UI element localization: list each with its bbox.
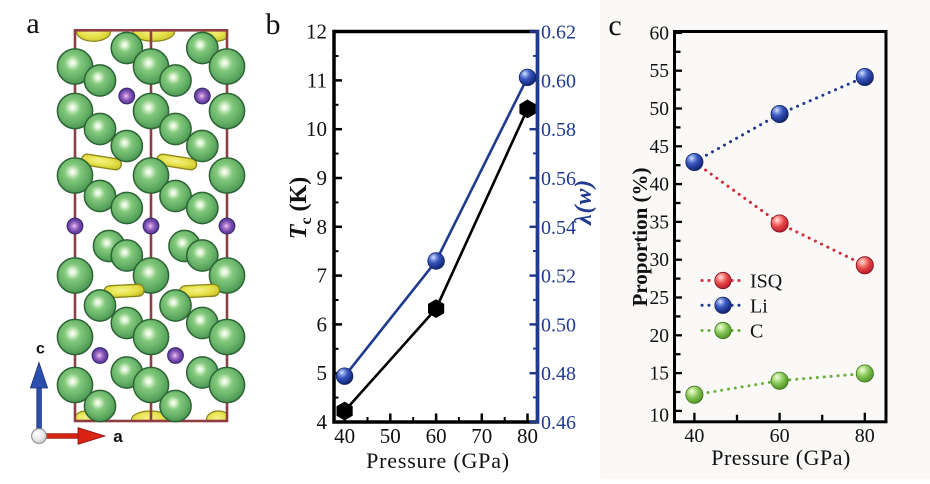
- svg-text:70: 70: [471, 424, 492, 448]
- svg-text:0.46: 0.46: [541, 412, 576, 434]
- svg-text:50: 50: [650, 99, 670, 120]
- svg-text:10: 10: [306, 117, 327, 141]
- svg-text:Proportion (%): Proportion (%): [628, 167, 652, 306]
- svg-text:0.60: 0.60: [541, 70, 576, 92]
- svg-text:0.54: 0.54: [541, 217, 576, 239]
- svg-text:55: 55: [650, 61, 670, 82]
- svg-text:0.50: 0.50: [541, 314, 576, 336]
- svg-text:12: 12: [306, 20, 327, 44]
- svg-text:7: 7: [317, 264, 328, 288]
- svg-text:30: 30: [650, 250, 670, 271]
- svg-text:15: 15: [650, 364, 670, 385]
- svg-text:35: 35: [650, 212, 670, 233]
- svg-text:6: 6: [317, 312, 328, 336]
- svg-text:Pressure (GPa): Pressure (GPa): [366, 448, 510, 473]
- svg-text:Pressure (GPa): Pressure (GPa): [711, 445, 851, 470]
- svg-text:40: 40: [684, 425, 704, 447]
- svg-text:b: b: [266, 8, 281, 41]
- svg-text:0.62: 0.62: [541, 22, 576, 44]
- svg-text:50: 50: [380, 424, 401, 448]
- svg-text:0.48: 0.48: [541, 363, 576, 385]
- svg-text:11: 11: [307, 68, 327, 92]
- svg-text:a: a: [113, 427, 123, 446]
- svg-text:Li: Li: [750, 295, 768, 317]
- svg-text:40: 40: [650, 175, 670, 196]
- svg-text:45: 45: [650, 137, 670, 158]
- svg-text:4: 4: [317, 410, 328, 434]
- svg-text:10: 10: [650, 405, 670, 426]
- svg-text:Tc (K): Tc (K): [286, 177, 315, 239]
- svg-text:25: 25: [650, 288, 670, 309]
- svg-text:60: 60: [770, 425, 790, 447]
- svg-text:λ(w): λ(w): [571, 179, 597, 226]
- svg-text:20: 20: [650, 326, 670, 347]
- svg-text:40: 40: [334, 424, 355, 448]
- svg-text:80: 80: [517, 424, 538, 448]
- svg-text:80: 80: [855, 425, 875, 447]
- svg-text:0.52: 0.52: [541, 266, 576, 288]
- svg-text:0.56: 0.56: [541, 168, 576, 190]
- svg-text:ISQ: ISQ: [750, 271, 783, 293]
- svg-text:C: C: [750, 321, 763, 343]
- svg-text:60: 60: [650, 23, 670, 44]
- svg-text:8: 8: [317, 215, 328, 239]
- svg-text:c: c: [36, 341, 45, 358]
- svg-text:a: a: [26, 7, 39, 40]
- svg-text:9: 9: [317, 166, 328, 190]
- svg-text:5: 5: [317, 361, 328, 385]
- svg-text:c: c: [608, 9, 621, 42]
- svg-text:60: 60: [426, 424, 447, 448]
- svg-text:0.58: 0.58: [541, 119, 576, 141]
